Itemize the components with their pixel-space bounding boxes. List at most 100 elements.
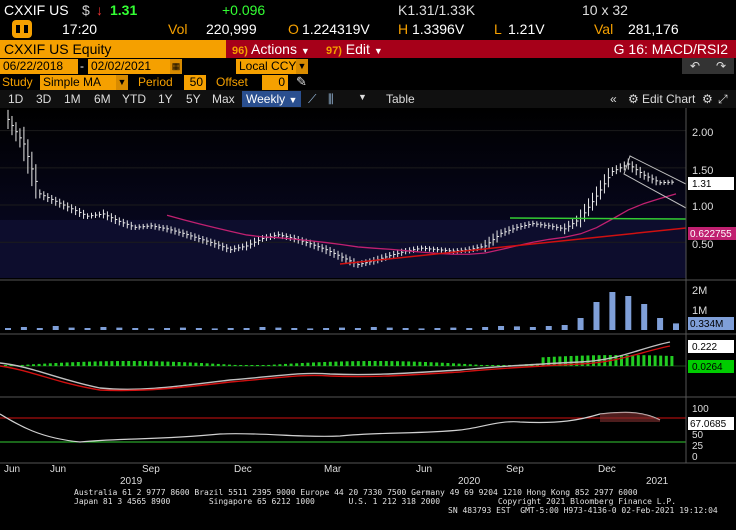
volume-bar bbox=[259, 327, 265, 330]
tab-1m[interactable]: 1M bbox=[64, 92, 81, 106]
currency-select[interactable]: Local CCY bbox=[236, 59, 298, 74]
quote-ticker[interactable]: CXXIF US bbox=[4, 2, 69, 18]
macd-hist-bar bbox=[60, 363, 63, 366]
macd-hist-bar bbox=[290, 364, 293, 366]
macd-hist-bar bbox=[346, 361, 349, 366]
volume-bar bbox=[578, 318, 584, 330]
chevron-down-icon[interactable]: ▼ bbox=[116, 75, 128, 90]
tab-ytd[interactable]: YTD bbox=[122, 92, 146, 106]
macd-hist-bar bbox=[54, 363, 57, 366]
macd-hist-bar bbox=[189, 362, 192, 366]
bar-chart-icon[interactable]: ⫼ bbox=[328, 92, 334, 107]
x-tick-month: Jun bbox=[416, 464, 432, 475]
quote-strip: CXXIF US $ ↓ 1.31 +0.096 K1.31/1.33K 10 … bbox=[0, 0, 736, 20]
macd-value-tag-label: 0.222 bbox=[692, 342, 717, 353]
line-chart-icon[interactable]: ⟋ bbox=[308, 92, 316, 107]
period-tabs: 1D 3D 1M 6M YTD 1Y 5Y Max Weekly ▼ ⟋ ⫼ ▼… bbox=[0, 90, 736, 108]
end-date-input[interactable]: 02/02/2021 bbox=[88, 59, 172, 74]
chevron-down-icon[interactable]: ▼ bbox=[358, 92, 367, 102]
macd-hist-bar bbox=[390, 361, 393, 366]
chart-settings-icon[interactable]: ⚙ bbox=[702, 92, 713, 106]
rsi-value-tag-label: 67.0685 bbox=[690, 419, 727, 430]
x-tick-month: Dec bbox=[234, 464, 252, 475]
volume-bar bbox=[419, 328, 425, 330]
quote-time: 17:20 bbox=[62, 21, 97, 37]
volume-bar bbox=[53, 326, 59, 330]
volume-bar bbox=[562, 325, 568, 330]
actions-menu-label: Actions bbox=[251, 41, 297, 57]
chevron-down-icon[interactable]: ▼ bbox=[296, 59, 308, 74]
x-tick-month: Sep bbox=[506, 464, 524, 475]
macd-hist-bar bbox=[206, 363, 209, 366]
offset-input[interactable]: 0 bbox=[262, 75, 288, 90]
pencil-icon[interactable]: ✎ bbox=[296, 74, 307, 90]
macd-hist-bar bbox=[234, 365, 237, 366]
volume-value-tag-label: 0.334M bbox=[690, 319, 723, 330]
rsi-tick: 25 bbox=[692, 441, 704, 452]
frequency-select[interactable]: Weekly ▼ bbox=[242, 91, 301, 107]
undo-icon[interactable]: ↶ bbox=[682, 58, 708, 74]
price-tick: 0.50 bbox=[692, 239, 713, 251]
macd-hist-bar bbox=[105, 361, 108, 366]
study-type-select[interactable]: Simple MA bbox=[40, 75, 118, 90]
currency-symbol: $ bbox=[82, 2, 90, 18]
macd-hist-bar bbox=[374, 361, 377, 366]
tab-1d[interactable]: 1D bbox=[8, 92, 23, 106]
macd-hist-bar bbox=[4, 365, 7, 366]
tab-1y[interactable]: 1Y bbox=[158, 92, 173, 106]
macd-hist-bar bbox=[21, 365, 24, 366]
macd-hist-bar bbox=[642, 355, 645, 366]
volume-value: 220,999 bbox=[206, 21, 257, 37]
macd-hist-bar bbox=[250, 365, 253, 366]
macd-hist-bar bbox=[49, 363, 52, 366]
tab-max[interactable]: Max bbox=[212, 92, 235, 106]
tab-6m[interactable]: 6M bbox=[94, 92, 111, 106]
period-input[interactable]: 50 bbox=[184, 75, 206, 90]
macd-hist-bar bbox=[474, 365, 477, 366]
bloomberg-badge-icon bbox=[12, 20, 32, 38]
actions-menu-button[interactable]: 96) Actions ▼ bbox=[228, 40, 314, 58]
collapse-icon[interactable]: « bbox=[610, 92, 617, 106]
table-button[interactable]: Table bbox=[386, 92, 415, 106]
macd-hist-bar bbox=[228, 365, 231, 366]
macd-hist-bar bbox=[491, 365, 494, 366]
tab-3d[interactable]: 3D bbox=[36, 92, 51, 106]
start-date-input[interactable]: 06/22/2018 bbox=[0, 59, 78, 74]
expand-icon[interactable]: ⤢ bbox=[718, 92, 728, 107]
security-field[interactable]: CXXIF US Equity bbox=[0, 40, 226, 58]
macd-hist-bar bbox=[334, 362, 337, 366]
macd-hist-bar bbox=[452, 363, 455, 366]
macd-hist-bar bbox=[637, 355, 640, 366]
macd-hist-bar bbox=[362, 361, 365, 366]
actions-menu-number: 96) bbox=[232, 45, 248, 57]
macd-hist-bar bbox=[133, 361, 136, 366]
volume-bar bbox=[21, 327, 27, 330]
x-tick-month: Jun bbox=[50, 464, 66, 475]
macd-hist-bar bbox=[469, 364, 472, 366]
edit-menu-label: Edit bbox=[346, 41, 370, 57]
macd-hist-bar bbox=[458, 364, 461, 366]
volume-bar bbox=[164, 328, 170, 330]
volume-bar bbox=[228, 328, 234, 330]
volume-bar bbox=[673, 323, 679, 330]
volume-bar bbox=[450, 328, 456, 330]
volume-bar bbox=[387, 328, 393, 330]
open-label: O bbox=[288, 21, 299, 37]
macd-hist-bar bbox=[603, 355, 606, 366]
volume-bar bbox=[180, 328, 186, 330]
macd-hist-bar bbox=[262, 365, 265, 366]
macd-hist-bar bbox=[94, 361, 97, 366]
edit-menu-button[interactable]: 97) Edit ▼ bbox=[322, 40, 387, 58]
tab-5y[interactable]: 5Y bbox=[186, 92, 201, 106]
edit-chart-button[interactable]: Edit Chart bbox=[642, 92, 695, 106]
price-tick: 2.00 bbox=[692, 127, 713, 139]
price-tick: 1.50 bbox=[692, 165, 713, 177]
gear-icon[interactable]: ⚙ bbox=[628, 92, 639, 106]
redo-icon[interactable]: ↷ bbox=[708, 58, 734, 74]
price-chart[interactable]: 2.00 1.50 1.00 0.50 1.31 0.622755 2M 1M … bbox=[0, 108, 736, 488]
volume-tick: 2M bbox=[692, 285, 707, 297]
macd-hist-bar bbox=[402, 361, 405, 366]
macd-hist-bar bbox=[654, 355, 657, 366]
rsi-tick: 100 bbox=[692, 404, 709, 415]
calendar-icon[interactable]: ▦ bbox=[170, 59, 182, 74]
